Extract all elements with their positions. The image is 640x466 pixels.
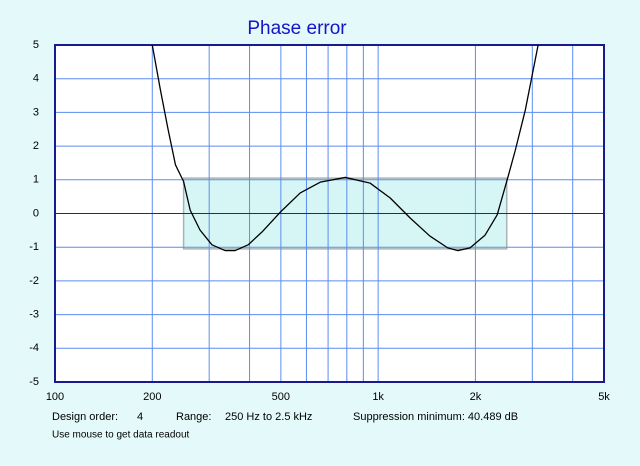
y-tick-label: 1 (33, 174, 39, 186)
line (151, 44, 539, 252)
range-value: 250 Hz to 2.5 kHz (225, 411, 312, 423)
y-tick-label: -3 (29, 309, 39, 321)
y-tick-label: 5 (33, 39, 39, 51)
chart-title: Phase error (247, 18, 347, 39)
y-tick-label: 2 (33, 140, 39, 152)
x-tick-label: 5k (598, 391, 610, 403)
y-tick-label: 0 (33, 207, 39, 219)
x-tick-label: 200 (143, 391, 161, 403)
x-tick-label: 100 (46, 391, 64, 403)
order-label: Design order: (52, 411, 118, 423)
range-label: Range: (176, 411, 211, 423)
plot-frame (54, 44, 605, 383)
x-tick-label: 500 (272, 391, 290, 403)
x-tick-label: 1k (372, 391, 384, 403)
x-tick-label: 2k (470, 391, 482, 403)
y-tick-label: -2 (29, 275, 39, 287)
order-value: 4 (137, 411, 143, 423)
y-tick-label: 3 (33, 106, 39, 118)
y-tick-label: 4 (33, 73, 39, 85)
y-tick-label: -4 (29, 342, 39, 354)
suppression: Suppression minimum: 40.489 dB (353, 411, 518, 423)
hint: Use mouse to get data readout (52, 430, 190, 441)
y-tick-label: -5 (29, 376, 39, 388)
y-tick-label: -1 (29, 241, 39, 253)
